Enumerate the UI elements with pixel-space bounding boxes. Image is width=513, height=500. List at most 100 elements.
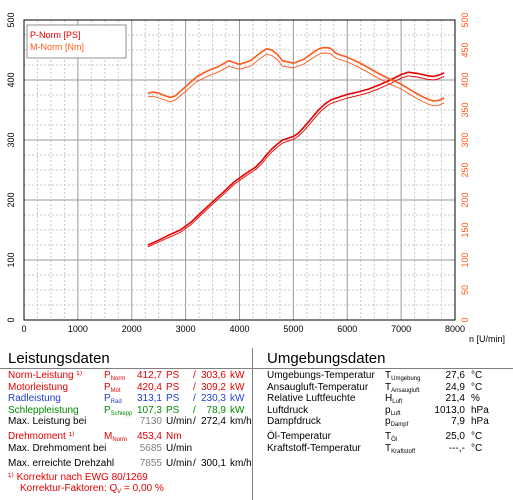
symbol-letter: P (104, 404, 111, 416)
row-value-1: 5685 (139, 442, 162, 454)
row-unit-2: kW (230, 393, 245, 404)
left-tick-label: 0 (6, 317, 16, 322)
chart-series (147, 46, 445, 248)
row-value-1: 453,4 (136, 431, 162, 442)
symbol-subscript: Luft (390, 410, 401, 417)
max-rpm-unit: U/min (166, 458, 193, 469)
env-label: Ansaugluft-Temperatur (267, 381, 369, 393)
env-symbol: pDampf (385, 416, 408, 431)
x-axis: 0 1000 2000 3000 4000 5000 6000 7000 8000 (21, 324, 465, 334)
row-symbol: PRad (104, 393, 122, 408)
env-value: 25,0 (445, 431, 465, 442)
symbol-letter: p (385, 404, 391, 416)
right-tick-label: 250 (460, 162, 470, 177)
right-tick-label: 350 (460, 102, 470, 117)
legend: P-Norm [PS] M-Norm [Nm] (26, 24, 127, 59)
max-rpm-label: Max. erreichte Drehzahl (8, 458, 115, 469)
right-tick-label: 100 (460, 252, 470, 267)
leistungsdaten-panel: Leistungsdaten Norm-Leistung ¹⁾ PNorm 412,… (0, 348, 252, 500)
x-tick-label: 0 (21, 324, 26, 334)
row-value-2: 303,6 (200, 370, 226, 381)
panel-divider (253, 368, 513, 369)
left-tick-label: 500 (6, 12, 16, 27)
row-label: Radleistung (8, 393, 61, 404)
max-rpm-slash: / (193, 458, 196, 469)
env-value: 24,9 (445, 381, 465, 393)
env-value: 1013,0 (434, 404, 465, 416)
legend-entry-1: M-Norm [Nm] (30, 42, 84, 52)
symbol-letter: M (104, 431, 113, 442)
right-tick-label: 500 (460, 12, 470, 27)
left-tick-label: 300 (6, 132, 16, 147)
symbol-subscript: Kraftstoff (391, 448, 416, 455)
row-symbol: MNorm (104, 431, 127, 446)
env-label: Relative Luftfeuchte (267, 393, 356, 404)
row-value-2: 309,2 (200, 381, 226, 393)
env-value: 7,9 (451, 416, 465, 427)
left-axis: 0 100 200 300 400 500 (6, 12, 16, 322)
row-unit-1: PS (166, 393, 180, 404)
max-rpm-speed-unit: km/h (230, 458, 252, 469)
symbol-letter: P (104, 370, 111, 381)
row-unit-1: PS (166, 370, 180, 381)
row-label: Max. Leistung bei (8, 416, 87, 427)
row-unit-2: kW (230, 381, 245, 393)
right-tick-label: 0 (460, 317, 470, 322)
env-unit: % (471, 393, 480, 404)
row-symbol: PSchlepp (104, 405, 132, 420)
env-value: 27,6 (445, 370, 465, 381)
x-tick-label: 6000 (337, 324, 357, 334)
env-label: Kraftstoff-Temperatur (267, 442, 361, 454)
env-symbol: TKraftstoff (385, 443, 415, 458)
x-tick-label: 8000 (445, 324, 465, 334)
row-label: Drehmoment ¹⁾ (8, 431, 75, 442)
umgebungsdaten-panel: Umgebungsdaten Umgebungs-Temperatur TUmge… (252, 348, 513, 500)
symbol-letter: T (385, 370, 392, 381)
row-symbol: PMot (104, 382, 121, 397)
row-slash: / (193, 370, 196, 381)
row-value-2: 272,4 (200, 416, 226, 427)
legend-entry-0: P-Norm [PS] (30, 30, 81, 40)
row-unit-1: PS (166, 404, 180, 416)
plot-area-border (23, 19, 456, 321)
env-value: 21,4 (445, 393, 465, 404)
chart-grid (24, 20, 455, 320)
symbol-letter: H (385, 393, 393, 404)
row-value-2: 78,9 (206, 404, 226, 416)
env-label: Dampfdruck (267, 416, 321, 427)
env-label: Öl-Temperatur (267, 431, 331, 442)
symbol-letter: T (385, 381, 392, 393)
power-torque-chart: 0 100 200 300 400 500 0 50 100 150 200 250 300 350 40… (6, 12, 505, 344)
row-slash: / (193, 404, 196, 416)
symbol-subscript: Öl (391, 437, 398, 443)
row-unit-2: kW (230, 370, 245, 381)
row-symbol: PNorm (104, 370, 125, 385)
footnote-factors: Korrektur-Faktoren: QV = 0,00 % (20, 483, 164, 498)
left-tick-label: 400 (6, 72, 16, 87)
max-rpm-speed: 300,1 (200, 458, 226, 469)
env-label: Luftdruck (267, 404, 309, 416)
row-label: Schleppleistung (8, 404, 79, 416)
row-unit-1: PS (166, 381, 180, 393)
right-tick-label: 200 (460, 192, 470, 207)
x-axis-label: n [U/min] (469, 334, 505, 344)
symbol-letter: P (104, 381, 111, 393)
symbol-subscript: Norm (112, 437, 128, 443)
row-value-1: 420,4 (136, 381, 162, 393)
row-slash: / (193, 393, 196, 404)
legend-box (26, 24, 127, 59)
row-unit-2: km/h (230, 416, 252, 427)
env-unit: hPa (471, 404, 489, 416)
symbol-letter: P (104, 393, 111, 404)
row-label: Motorleistung (8, 381, 69, 393)
row-unit-1: U/min (166, 416, 193, 427)
symbol-subscript: Dampf (390, 422, 409, 428)
right-tick-label: 50 (460, 285, 470, 295)
symbol-subscript: Norm (110, 376, 126, 382)
env-symbol: TUmgebung (385, 370, 420, 385)
row-value-2: 230,3 (200, 393, 226, 404)
symbol-letter: T (385, 431, 392, 442)
env-symbol: TAnsaugluft (385, 382, 419, 397)
symbol-letter: T (385, 442, 392, 454)
env-symbol: HLuft (385, 393, 402, 408)
